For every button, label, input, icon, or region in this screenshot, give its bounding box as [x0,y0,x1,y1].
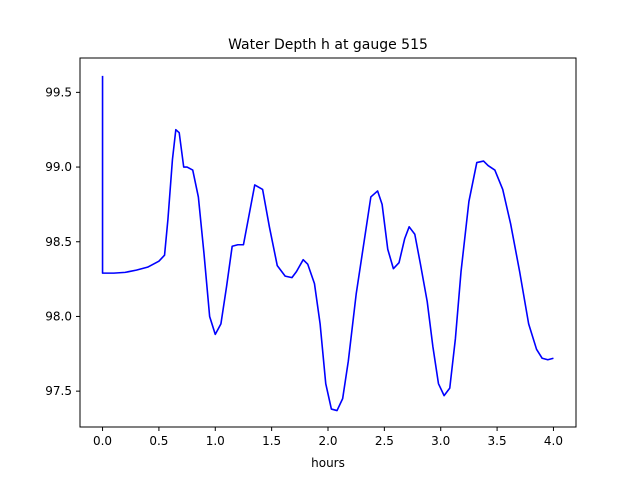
x-tick-label: 1.5 [262,434,281,448]
x-tick-label: 2.5 [375,434,394,448]
x-tick-label: 3.0 [431,434,450,448]
x-tick-label: 0.5 [149,434,168,448]
y-tick-label: 98.0 [45,309,72,323]
x-tick-label: 4.0 [544,434,563,448]
plot-area [101,75,554,412]
x-tick-label: 2.0 [318,434,337,448]
x-tick-label: 1.0 [206,434,225,448]
chart-title: Water Depth h at gauge 515 [228,37,428,53]
y-tick-label: 99.5 [45,85,72,99]
series-line-0 [101,75,554,412]
x-tick-label: 0.0 [93,434,112,448]
y-tick-label: 99.0 [45,160,72,174]
x-tick-label: 3.5 [488,434,507,448]
y-tick-label: 98.5 [45,235,72,249]
x-axis-label: hours [311,456,345,470]
axes: 0.0 0.5 1.0 1.5 2.0 2.5 3.0 3.5 4.0 97.5 98.0 98.5 9… [45,57,577,448]
y-tick-label: 97.5 [45,384,72,398]
